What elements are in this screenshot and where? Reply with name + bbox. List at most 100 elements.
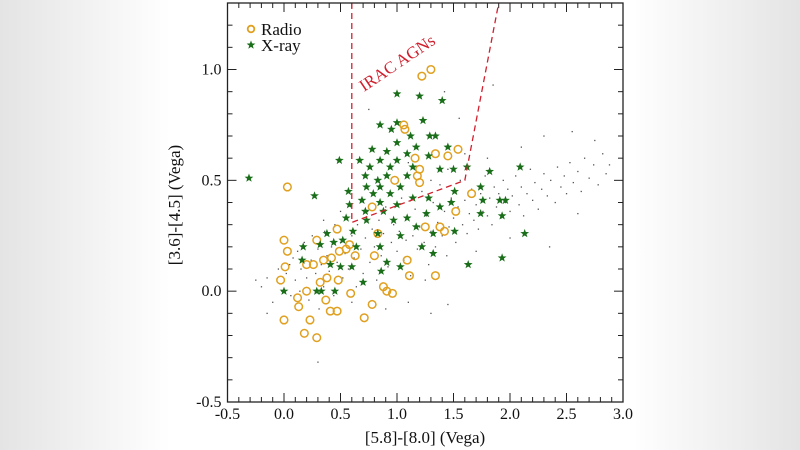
field-source-point <box>398 230 400 233</box>
field-source-point <box>351 235 353 237</box>
field-source-point <box>351 301 353 303</box>
xray-source-point <box>408 193 418 202</box>
field-source-point <box>522 215 525 217</box>
radio-source-point <box>326 253 337 263</box>
xray-source-point <box>431 131 440 140</box>
field-source-point <box>360 248 362 250</box>
radio-source-point <box>453 144 463 154</box>
xray-source-point <box>355 155 365 165</box>
field-source-point <box>543 135 545 137</box>
xray-source-point <box>408 162 418 171</box>
field-source-point <box>608 164 611 166</box>
xray-source-point <box>365 162 375 171</box>
field-source-point <box>333 295 335 297</box>
field-source-point <box>322 219 325 221</box>
field-source-point <box>432 201 434 204</box>
field-source-point <box>324 230 326 233</box>
radio-source-point <box>341 244 351 254</box>
field-source-point <box>532 199 534 201</box>
xray-source-point <box>361 206 370 216</box>
xray-source-point <box>443 142 453 151</box>
radio-source-point <box>279 235 289 245</box>
legend-xray-marker <box>246 40 256 49</box>
xray-source-point <box>341 213 351 222</box>
radio-source-point <box>382 286 392 296</box>
radio-source-point <box>325 306 335 316</box>
xray-source-point <box>515 162 525 171</box>
xray-source-point <box>382 257 392 267</box>
field-source-point <box>285 272 287 275</box>
field-source-point <box>303 241 306 244</box>
field-source-point <box>560 186 562 188</box>
xray-source-point <box>310 191 319 200</box>
field-source-point <box>430 179 432 182</box>
radio-source-point <box>369 251 379 261</box>
field-source-point <box>425 215 428 217</box>
xray-source-point <box>279 286 289 295</box>
radio-source-point <box>308 260 318 270</box>
radio-source-point <box>294 302 304 312</box>
field-source-point <box>484 175 486 177</box>
field-source-point <box>447 168 449 170</box>
field-source-point <box>289 263 291 266</box>
field-source-point <box>378 219 380 221</box>
field-source-point <box>529 168 532 170</box>
field-source-point <box>580 190 582 193</box>
xray-source-point <box>402 171 412 180</box>
field-source-point <box>498 193 500 195</box>
field-source-point <box>509 210 511 213</box>
field-source-point <box>437 221 439 224</box>
xray-source-point <box>316 286 326 295</box>
xray-source-point <box>392 118 402 127</box>
y-axis-label: [3.6]-[4.5] (Vega) <box>165 145 184 265</box>
radio-source-point <box>367 299 377 310</box>
background-right <box>630 0 800 450</box>
field-source-point <box>571 130 573 133</box>
xray-source-point <box>375 242 385 251</box>
radio-source-point <box>282 246 292 256</box>
radio-source-point <box>279 315 289 325</box>
xray-source-point <box>362 215 371 224</box>
field-source-point <box>362 272 364 275</box>
radio-source-point <box>430 149 440 159</box>
field-source-point <box>486 157 489 159</box>
field-source-point <box>441 235 443 237</box>
field-source-point <box>492 84 494 86</box>
xray-source-point <box>298 242 308 251</box>
field-source-point <box>475 250 477 252</box>
radio-source-point <box>305 315 315 325</box>
radio-source-point <box>467 189 477 199</box>
xray-source-point <box>335 155 344 165</box>
x-tick-label: 2.0 <box>500 406 520 423</box>
field-source-point <box>520 186 522 188</box>
field-source-point <box>450 197 452 199</box>
axis-ticks <box>227 2 624 403</box>
field-source-point <box>461 224 464 226</box>
radio-source-point <box>439 226 450 236</box>
radio-source-point <box>387 288 398 298</box>
field-source-point <box>493 186 495 188</box>
field-source-point <box>296 250 299 252</box>
legend-radio-marker <box>246 24 256 34</box>
xray-source-point <box>396 262 405 271</box>
field-source-point <box>504 201 507 204</box>
field-source-point <box>376 279 378 281</box>
irac-agns-label: IRAC AGNs <box>356 31 439 96</box>
field-source-point <box>310 259 312 261</box>
field-source-point <box>541 188 543 190</box>
field-source-point <box>311 235 313 237</box>
radio-source-point <box>350 251 360 261</box>
radio-source-point <box>430 271 440 281</box>
field-source-point <box>430 312 432 315</box>
radio-source-point <box>333 275 343 285</box>
xray-source-point <box>476 182 485 191</box>
field-source-point <box>344 252 346 255</box>
field-source-point <box>414 208 416 210</box>
field-source-point <box>373 246 376 248</box>
field-source-point <box>434 246 437 248</box>
xray-source-point <box>368 189 378 198</box>
field-source-point <box>452 217 455 219</box>
xray-source-point <box>418 115 428 125</box>
radio-source-point <box>359 313 369 323</box>
field-source-point <box>594 139 596 142</box>
